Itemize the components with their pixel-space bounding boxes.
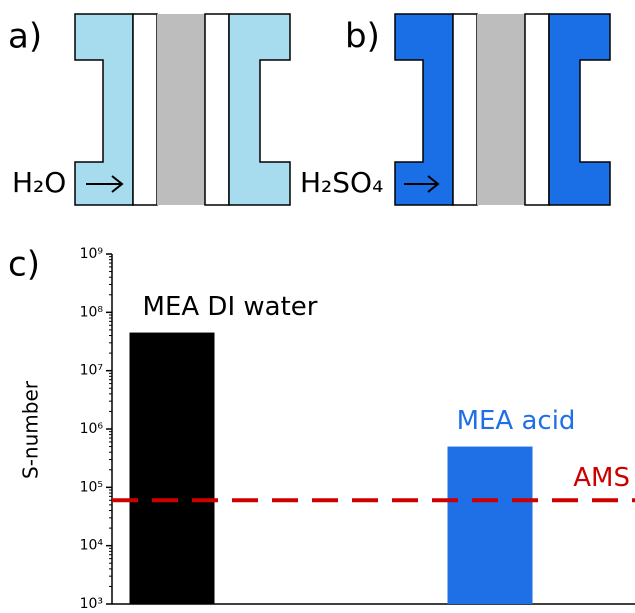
y-tick-label: 10⁸	[80, 304, 104, 320]
cell-diagram-b	[394, 13, 611, 206]
y-tick-label: 10⁹	[80, 246, 104, 262]
bar-label: MEA DI water	[143, 292, 318, 322]
bar-label: MEA acid	[457, 406, 576, 436]
membrane	[204, 13, 230, 206]
panel-label: a)	[8, 17, 42, 57]
y-tick-label: 10³	[80, 596, 103, 612]
cell-diagram-a	[74, 13, 291, 206]
bar	[129, 332, 215, 604]
arrow	[404, 175, 440, 193]
reference-label: AMS	[573, 463, 630, 493]
electrolyte	[477, 14, 525, 205]
panel-label: c)	[8, 245, 40, 285]
electrolyte	[157, 14, 205, 205]
y-tick-label: 10⁴	[80, 538, 104, 554]
arrow	[86, 175, 124, 193]
bar	[447, 446, 533, 604]
flow-channel	[548, 13, 611, 206]
inlet-label: H₂SO₄	[300, 166, 383, 199]
inlet-label: H₂O	[12, 166, 66, 199]
y-tick-label: 10⁶	[80, 421, 104, 437]
panel-label: b)	[345, 17, 380, 57]
y-tick-label: 10⁷	[80, 363, 103, 379]
flow-channel	[394, 13, 454, 206]
flow-channel	[74, 13, 134, 206]
flow-channel	[228, 13, 291, 206]
membrane	[452, 13, 478, 206]
y-axis-label: S-number	[19, 380, 43, 479]
membrane	[132, 13, 158, 206]
y-tick-label: 10⁵	[80, 479, 103, 495]
membrane	[524, 13, 550, 206]
